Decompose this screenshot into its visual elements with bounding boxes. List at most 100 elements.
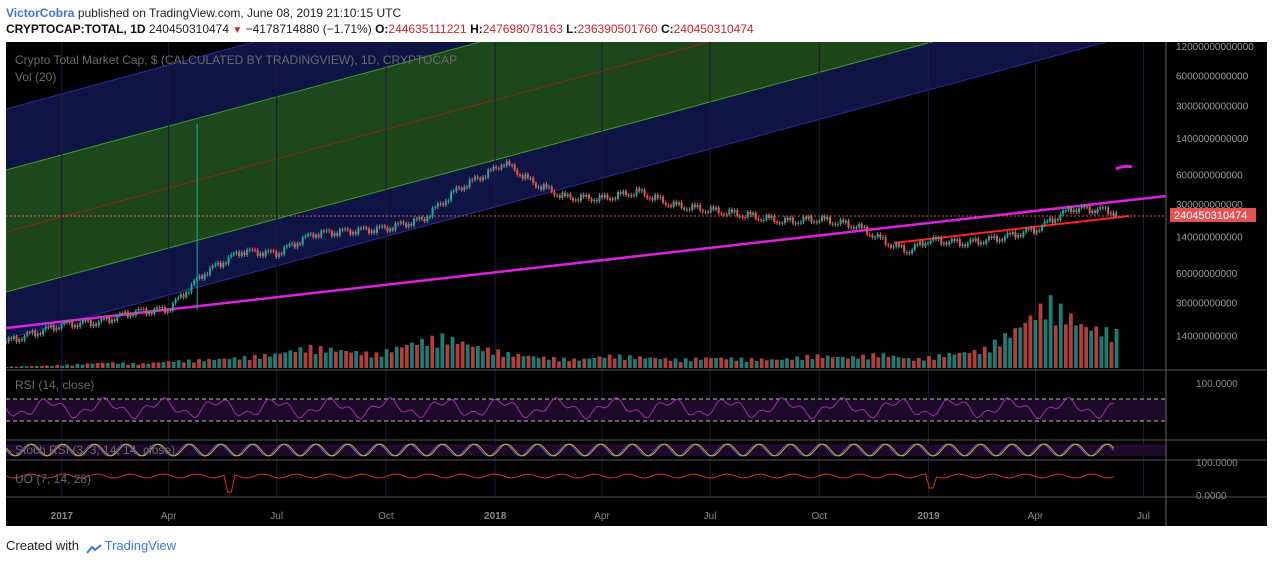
- volume-bar: [901, 358, 906, 368]
- candle-body: [132, 313, 135, 316]
- candle-body: [1070, 207, 1073, 213]
- volume-bar: [486, 347, 490, 368]
- candle-body: [1006, 233, 1009, 237]
- candle-body: [696, 204, 699, 208]
- volume-bar: [922, 360, 926, 368]
- volume-bar: [212, 359, 217, 368]
- volume-bar: [480, 351, 485, 368]
- candle-body: [468, 179, 471, 188]
- volume-bar: [795, 356, 800, 368]
- candle-body: [556, 195, 559, 197]
- candle-body: [993, 235, 996, 239]
- volume-bar: [278, 353, 283, 368]
- candle-body: [1112, 212, 1115, 216]
- volume-bar: [24, 366, 29, 368]
- chart-area[interactable]: 12000000000000 6000000000000 3000000000000…: [4, 0, 1267, 526]
- candle-body: [36, 333, 39, 337]
- candle-body: [283, 247, 286, 255]
- candle-body: [60, 324, 63, 329]
- tradingview-brand-link[interactable]: TradingView: [104, 538, 177, 553]
- volume-bar: [247, 360, 252, 368]
- volume-bar: [957, 352, 962, 368]
- volume-bar: [663, 358, 668, 368]
- candle-body: [322, 230, 325, 232]
- candle-body: [773, 215, 776, 222]
- volume-bar: [369, 357, 374, 368]
- author-link[interactable]: VictorCobra: [6, 6, 75, 20]
- volume-bar: [1058, 303, 1063, 368]
- volume-label: Vol (20): [15, 70, 56, 84]
- volume-bar: [992, 339, 997, 368]
- candle-body: [508, 161, 511, 165]
- candle-body: [529, 177, 532, 179]
- volume-bar: [156, 362, 161, 368]
- candle-body: [481, 176, 484, 181]
- volume-bar: [298, 347, 303, 368]
- candle-body: [269, 250, 272, 252]
- candle-body: [193, 280, 196, 285]
- publisher-line: VictorCobra published on TradingView.com…: [6, 6, 401, 20]
- volume-bar: [668, 360, 673, 368]
- candle-body: [826, 217, 829, 220]
- candle-body: [614, 198, 617, 200]
- volume-bar: [202, 361, 206, 368]
- candle-body: [897, 243, 900, 247]
- candle-body: [81, 320, 84, 323]
- volume-bar: [273, 353, 277, 368]
- volume-bar: [805, 354, 810, 368]
- candle-body: [518, 174, 521, 176]
- volume-bar: [75, 363, 80, 368]
- candle-body: [413, 218, 416, 226]
- candle-body: [733, 210, 736, 213]
- candle-body: [881, 236, 884, 238]
- volume-bar: [815, 354, 820, 368]
- candle-body: [757, 218, 760, 220]
- volume-bar: [14, 366, 19, 368]
- last-value: 240450310474: [148, 22, 230, 36]
- candle-body: [632, 194, 635, 196]
- volume-bar: [698, 359, 703, 368]
- candle-body: [116, 315, 119, 321]
- volume-bar: [394, 346, 399, 368]
- volume-bar: [825, 355, 830, 368]
- main-pane-title: Crypto Total Market Cap, $ (CALCULATED B…: [15, 53, 457, 67]
- stoch-d-line: [5, 443, 1115, 457]
- candle-body: [39, 333, 42, 335]
- volume-bar: [572, 358, 577, 368]
- candle-body: [121, 313, 124, 315]
- candle-body: [839, 219, 842, 224]
- candle-body: [977, 238, 980, 245]
- chart-svg[interactable]: 1200000000000060000000000003000000000000…: [4, 0, 1267, 526]
- candle-body: [219, 262, 222, 267]
- channel-band-lower-blue: [6, 0, 1166, 339]
- candle-body: [850, 226, 853, 228]
- candle-body: [738, 215, 741, 217]
- volume-bar: [916, 358, 921, 368]
- volume-bar: [835, 357, 840, 368]
- candle-body: [548, 186, 551, 188]
- candle-body: [126, 311, 129, 318]
- low-value: 236390501760: [577, 22, 658, 36]
- candle-body: [246, 249, 249, 255]
- candle-body: [590, 198, 593, 202]
- volume-bar: [607, 354, 612, 368]
- volume-bar: [197, 359, 201, 368]
- volume-bar: [516, 353, 521, 368]
- candle-body: [1017, 235, 1020, 238]
- candle-body: [145, 308, 148, 315]
- candle-body: [1054, 219, 1057, 223]
- candle-body: [264, 250, 267, 257]
- volume-bar: [384, 349, 389, 368]
- price-badge-text: 240450310474: [1174, 210, 1247, 222]
- candle-body: [161, 306, 164, 308]
- candle-body: [921, 241, 924, 247]
- volume-bar: [186, 359, 191, 368]
- projection-marker: [1115, 164, 1133, 171]
- candle-body: [20, 339, 23, 341]
- candle-body: [5, 342, 7, 343]
- volume-bar: [678, 361, 683, 368]
- candle-body: [895, 243, 898, 247]
- volume-bar: [673, 358, 678, 368]
- candle-body: [815, 221, 818, 223]
- candle-body: [293, 243, 296, 248]
